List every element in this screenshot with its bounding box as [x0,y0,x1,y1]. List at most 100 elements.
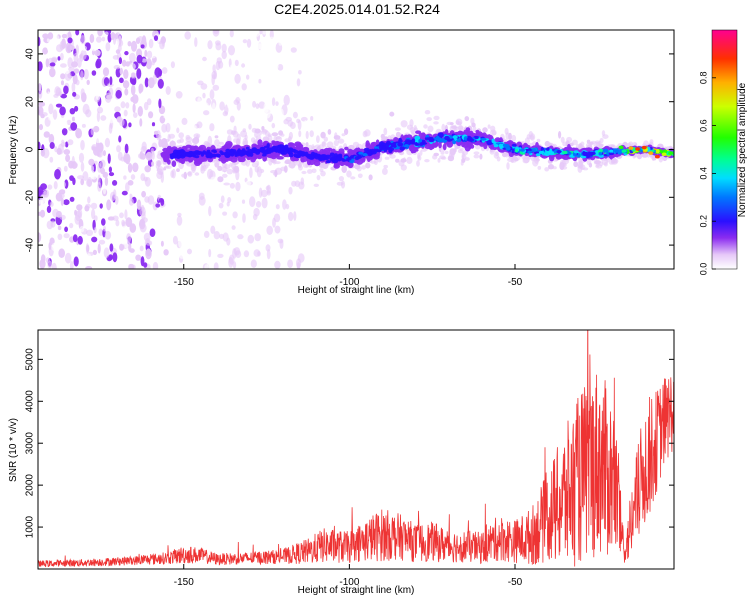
spectrogram-cell [127,41,132,47]
spectrogram-cell [419,150,423,156]
spectrogram-cell [281,150,288,155]
spectrogram-cell [198,156,203,162]
spectrogram-cell [60,73,66,80]
spectrogram-cell [224,157,230,163]
spectrogram-cell [216,57,222,64]
spectrogram-cell [234,73,241,84]
spectrogram-cell [424,137,431,141]
spectrogram-cell [103,247,110,258]
spectrogram-cell [214,135,219,139]
spectrogram-cell [643,140,649,147]
spectrogram-cell [661,152,667,157]
spectrogram-cell [297,253,305,263]
spectrogram-cell [268,200,276,206]
spectrogram-cell [81,92,87,103]
spectrogram-cell [83,69,89,80]
spectrogram-cell [71,61,78,68]
spectrogram-cell [136,199,142,210]
spectrogram-cell [223,250,230,260]
spectrogram-cell [131,94,139,104]
spectrogram-cell [400,164,407,171]
spectrogram-cell [207,261,211,268]
spectrogram-cell [197,97,202,106]
spectrogram-cell [194,211,199,217]
spectrogram-cell [59,214,66,221]
spectrogram-cell [167,133,171,142]
spectrogram-cell [124,88,129,96]
spectrogram-cell [260,58,266,65]
spectrogram-cell [225,151,229,157]
spectrogram-cell [252,150,257,154]
spectrogram-cell [505,146,511,151]
spectrogram-cell [48,133,55,144]
spectrogram-cell [160,240,164,247]
spectrogram-cell [522,158,530,164]
spectrogram-y-tick-label: -40 [25,237,36,252]
spectrogram-cell [350,176,356,180]
spectrogram-cell [141,217,148,223]
spectrogram-cell [265,244,271,252]
spectrogram-cell [183,171,187,180]
spectrogram-cell [141,35,147,46]
spectrogram-cell [75,79,80,86]
spectrogram-cell [234,59,239,67]
spectrogram-cell [621,149,627,153]
spectrogram-cell [72,91,77,97]
spectrogram-cell [530,156,538,162]
spectrogram-cell [144,49,148,58]
spectrogram-cell [86,229,94,236]
spectrogram-cell [373,158,378,165]
spectrogram-cell [276,156,284,160]
spectrogram-cell [270,46,275,55]
spectrogram-cell [38,106,44,116]
spectrogram-cell [393,137,399,143]
spectrogram-cell [517,154,521,161]
spectrogram-cell [163,249,169,256]
spectrogram-cell [194,172,200,176]
spectrogram-y-tick-label: 40 [25,48,36,60]
spectrogram-cell [336,157,342,162]
spectrogram-cell [356,155,362,159]
spectrogram-cell [232,211,238,219]
spectrogram-cell [177,212,182,217]
spectrogram-cell [69,261,74,269]
spectrogram-cell [222,173,228,178]
spectrogram-cell [318,155,325,159]
spectrogram-cell [260,189,268,198]
spectrogram-cell [122,225,126,231]
spectrogram-cell [152,201,158,211]
spectrogram-cell [135,37,141,44]
spectrogram-cell [129,223,137,233]
spectrogram-cell [193,157,201,162]
spectrogram-cell [46,205,52,213]
spectrogram-cell [378,144,383,150]
spectrogram-cell [120,101,126,109]
spectrogram-cell [444,150,449,155]
spectrogram-cell [576,154,581,158]
spectrogram-cell [61,33,67,39]
spectrogram-cell [129,248,135,253]
spectrogram-cell [394,127,401,131]
spectrogram-cell [274,260,281,269]
spectrogram-cell [206,143,210,148]
spectrogram-cell [58,91,63,96]
spectrogram-cell [608,152,615,156]
spectrogram-cell [108,113,115,124]
spectrogram-cell [57,56,61,61]
spectrogram-cell [535,142,539,149]
spectrogram-cell [417,155,422,161]
spectrogram-cell [98,239,106,245]
spectrogram-cell [441,123,446,132]
spectrogram-cell [228,257,234,268]
spectrogram-cell [94,134,102,144]
spectrogram-cell [303,119,308,131]
spectrogram-cell [102,67,110,77]
spectrogram-cell [389,147,394,151]
spectrogram-cell [365,162,371,169]
spectrogram-cell [107,33,112,43]
spectrogram-cell [239,222,246,234]
spectrogram-cell [39,209,46,218]
spectrogram-cell [189,44,194,52]
spectrogram-cell [255,201,262,208]
spectrogram-cell [341,133,346,137]
